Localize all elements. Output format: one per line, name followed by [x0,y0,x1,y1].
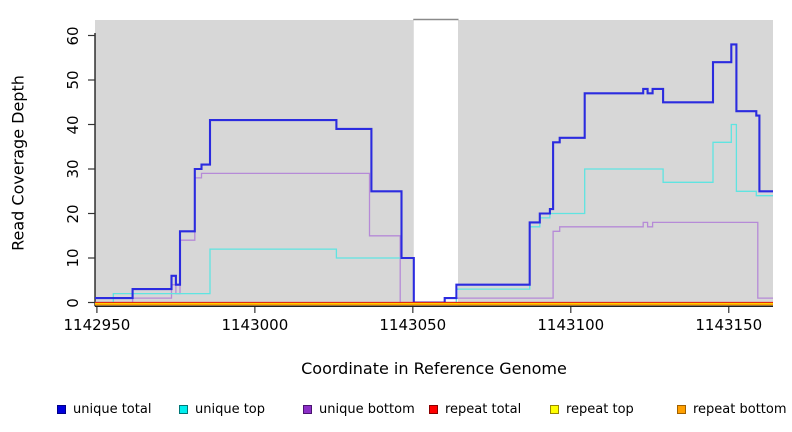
legend-label: unique total [73,401,152,417]
y-axis-title: Read Coverage Depth [8,75,28,251]
y-tick-label: 50 [64,70,82,90]
x-tick-label: 1143000 [221,316,289,334]
legend-swatch-unique-top [179,404,188,414]
y-tick-label: 10 [64,248,82,268]
legend-item-unique-bottom: unique bottom [303,400,415,418]
legend-swatch-repeat-top [550,404,559,414]
legend-item-repeat-total: repeat total [429,400,521,418]
legend-label: unique top [195,401,266,417]
series-unique-top-line [95,123,773,304]
legend-item-unique-top: unique top [179,400,265,418]
x-tick-label: 1143100 [537,316,605,334]
legend-item-repeat-bottom: repeat bottom [677,400,787,418]
x-tick-label: 1142950 [63,316,131,334]
x-tick-label: 1143150 [695,316,763,334]
y-tick-label: 60 [64,25,82,46]
series-unique-bottom-line [95,172,773,304]
legend-label: repeat total [445,401,522,417]
x-tick-label: 1143050 [379,316,447,334]
legend: unique total unique top unique bottom repea… [0,400,792,424]
x-axis-title: Coordinate in Reference Genome [301,359,567,378]
legend-swatch-unique-bottom [303,404,312,414]
y-tick-label: 20 [64,203,82,224]
legend-swatch-repeat-total [429,404,438,414]
y-tick-label: 40 [64,114,82,135]
legend-item-unique-total: unique total [57,400,151,418]
series-unique-total-line [95,43,773,304]
legend-label: repeat bottom [693,401,787,417]
y-tick-label: 0 [64,297,82,308]
legend-swatch-repeat-bottom [677,404,686,414]
legend-label: unique bottom [319,401,415,417]
coverage-gap-band [413,20,459,306]
legend-item-repeat-top: repeat top [550,400,634,418]
legend-swatch-unique-total [57,404,66,414]
y-tick-label: 30 [64,159,82,179]
legend-label: repeat top [566,401,634,417]
